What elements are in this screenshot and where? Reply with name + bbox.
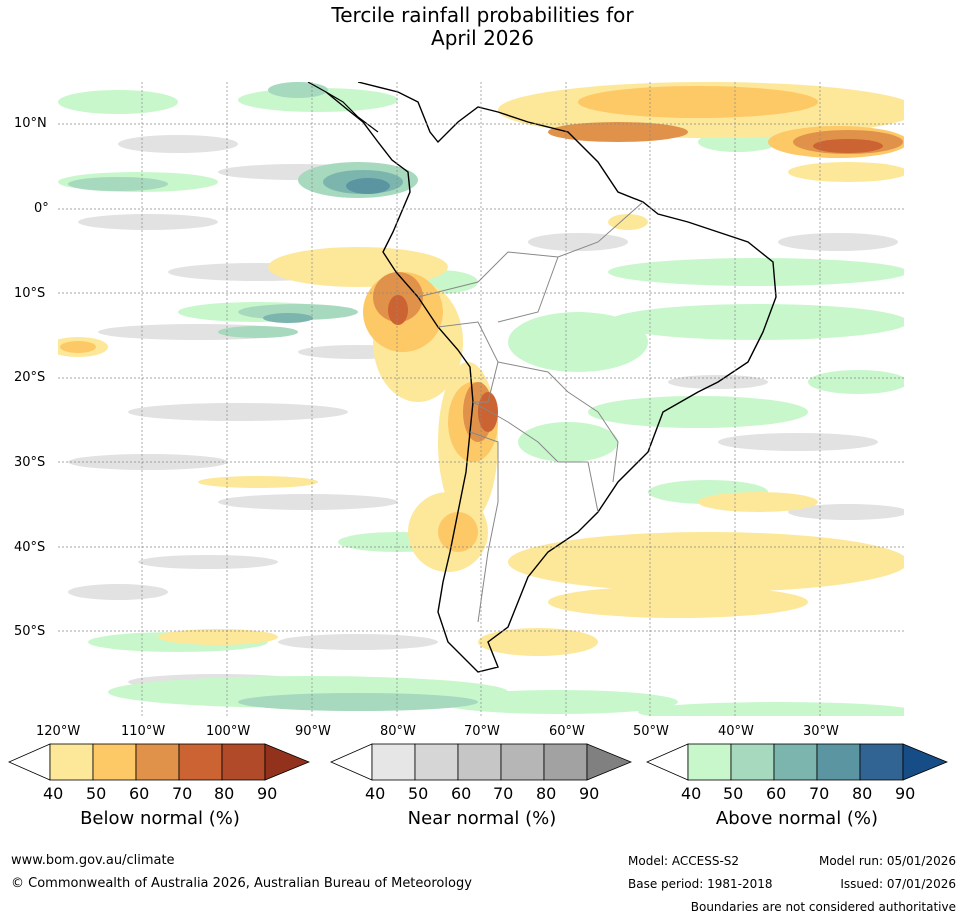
base-period: Base period: 1981-2018 bbox=[628, 877, 773, 891]
above-normal-title: Above normal (%) bbox=[715, 808, 879, 829]
graticule bbox=[58, 82, 904, 716]
lon-label-80w: 80°W bbox=[380, 724, 416, 739]
south-america-coastline bbox=[325, 82, 777, 673]
near-max-triangle bbox=[586, 743, 632, 781]
above-tick-80: 80 bbox=[852, 784, 873, 803]
below-tick-70: 70 bbox=[172, 784, 193, 803]
near-tick-90: 90 bbox=[579, 784, 600, 803]
above-normal-colorbar bbox=[646, 743, 948, 781]
below-normal-colorbar bbox=[8, 743, 310, 781]
above-swatch-2 bbox=[730, 743, 775, 781]
lon-label-90w: 90°W bbox=[295, 724, 331, 739]
above-swatch-4 bbox=[816, 743, 861, 781]
lon-label-120w: 120°W bbox=[36, 724, 81, 739]
above-swatch-1 bbox=[687, 743, 732, 781]
country-borders bbox=[417, 201, 644, 623]
lat-label-50s: 50°S bbox=[14, 624, 46, 639]
above-tick-70: 70 bbox=[809, 784, 830, 803]
near-swatch-1 bbox=[371, 743, 416, 781]
near-swatch-4 bbox=[500, 743, 545, 781]
central-america-coastline bbox=[307, 82, 379, 133]
above-tick-40: 40 bbox=[681, 784, 702, 803]
rainfall-probability-map bbox=[58, 82, 904, 716]
below-tick-50: 50 bbox=[86, 784, 107, 803]
below-tick-90: 90 bbox=[257, 784, 278, 803]
below-swatch-1 bbox=[49, 743, 94, 781]
below-swatch-3 bbox=[135, 743, 180, 781]
lat-label-40s: 40°S bbox=[14, 540, 46, 555]
map-title: Tercile rainfall probabilities for April… bbox=[0, 4, 965, 50]
lon-label-110w: 110°W bbox=[121, 724, 166, 739]
lat-label-30s: 30°S bbox=[14, 455, 46, 470]
lon-label-100w: 100°W bbox=[206, 724, 251, 739]
above-tick-60: 60 bbox=[766, 784, 787, 803]
above-swatch-3 bbox=[773, 743, 818, 781]
lon-label-30w: 30°W bbox=[803, 724, 839, 739]
near-tick-60: 60 bbox=[451, 784, 472, 803]
near-tick-70: 70 bbox=[493, 784, 514, 803]
lon-label-50w: 50°W bbox=[633, 724, 669, 739]
model-run-date: Model run: 05/01/2026 bbox=[818, 854, 956, 868]
below-max-triangle bbox=[264, 743, 310, 781]
lat-label-20s: 20°S bbox=[14, 370, 46, 385]
near-normal-title: Near normal (%) bbox=[407, 808, 557, 829]
lat-label-0: 0° bbox=[34, 201, 49, 216]
lon-label-40w: 40°W bbox=[718, 724, 754, 739]
above-swatch-5 bbox=[859, 743, 904, 781]
near-min-triangle bbox=[330, 743, 373, 781]
above-normal-70-areas bbox=[346, 178, 390, 194]
below-min-triangle bbox=[8, 743, 51, 781]
below-tick-40: 40 bbox=[43, 784, 64, 803]
lat-label-10s: 10°S bbox=[14, 286, 46, 301]
below-swatch-5 bbox=[221, 743, 266, 781]
near-normal-colorbar bbox=[330, 743, 632, 781]
copyright-notice: © Commonwealth of Australia 2026, Austra… bbox=[11, 876, 472, 891]
boundaries-disclaimer: Boundaries are not considered authoritat… bbox=[690, 900, 956, 914]
title-line-2: April 2026 bbox=[431, 26, 534, 50]
above-max-triangle bbox=[902, 743, 948, 781]
below-tick-80: 80 bbox=[214, 784, 235, 803]
website-link[interactable]: www.bom.gov.au/climate bbox=[11, 853, 175, 868]
above-tick-90: 90 bbox=[895, 784, 916, 803]
lon-label-60w: 60°W bbox=[549, 724, 585, 739]
near-tick-40: 40 bbox=[365, 784, 386, 803]
below-swatch-2 bbox=[92, 743, 137, 781]
lat-label-10n: 10°N bbox=[14, 116, 47, 131]
above-tick-50: 50 bbox=[723, 784, 744, 803]
near-swatch-5 bbox=[543, 743, 588, 781]
below-swatch-4 bbox=[178, 743, 223, 781]
lon-label-70w: 70°W bbox=[464, 724, 500, 739]
above-min-triangle bbox=[646, 743, 689, 781]
near-tick-50: 50 bbox=[408, 784, 429, 803]
below-normal-title: Below normal (%) bbox=[80, 808, 240, 829]
issued-date: Issued: 07/01/2026 bbox=[840, 877, 956, 891]
below-tick-60: 60 bbox=[129, 784, 150, 803]
near-swatch-2 bbox=[414, 743, 459, 781]
model-name: Model: ACCESS-S2 bbox=[628, 854, 740, 868]
title-line-1: Tercile rainfall probabilities for bbox=[331, 3, 634, 27]
near-swatch-3 bbox=[457, 743, 502, 781]
near-tick-80: 80 bbox=[536, 784, 557, 803]
